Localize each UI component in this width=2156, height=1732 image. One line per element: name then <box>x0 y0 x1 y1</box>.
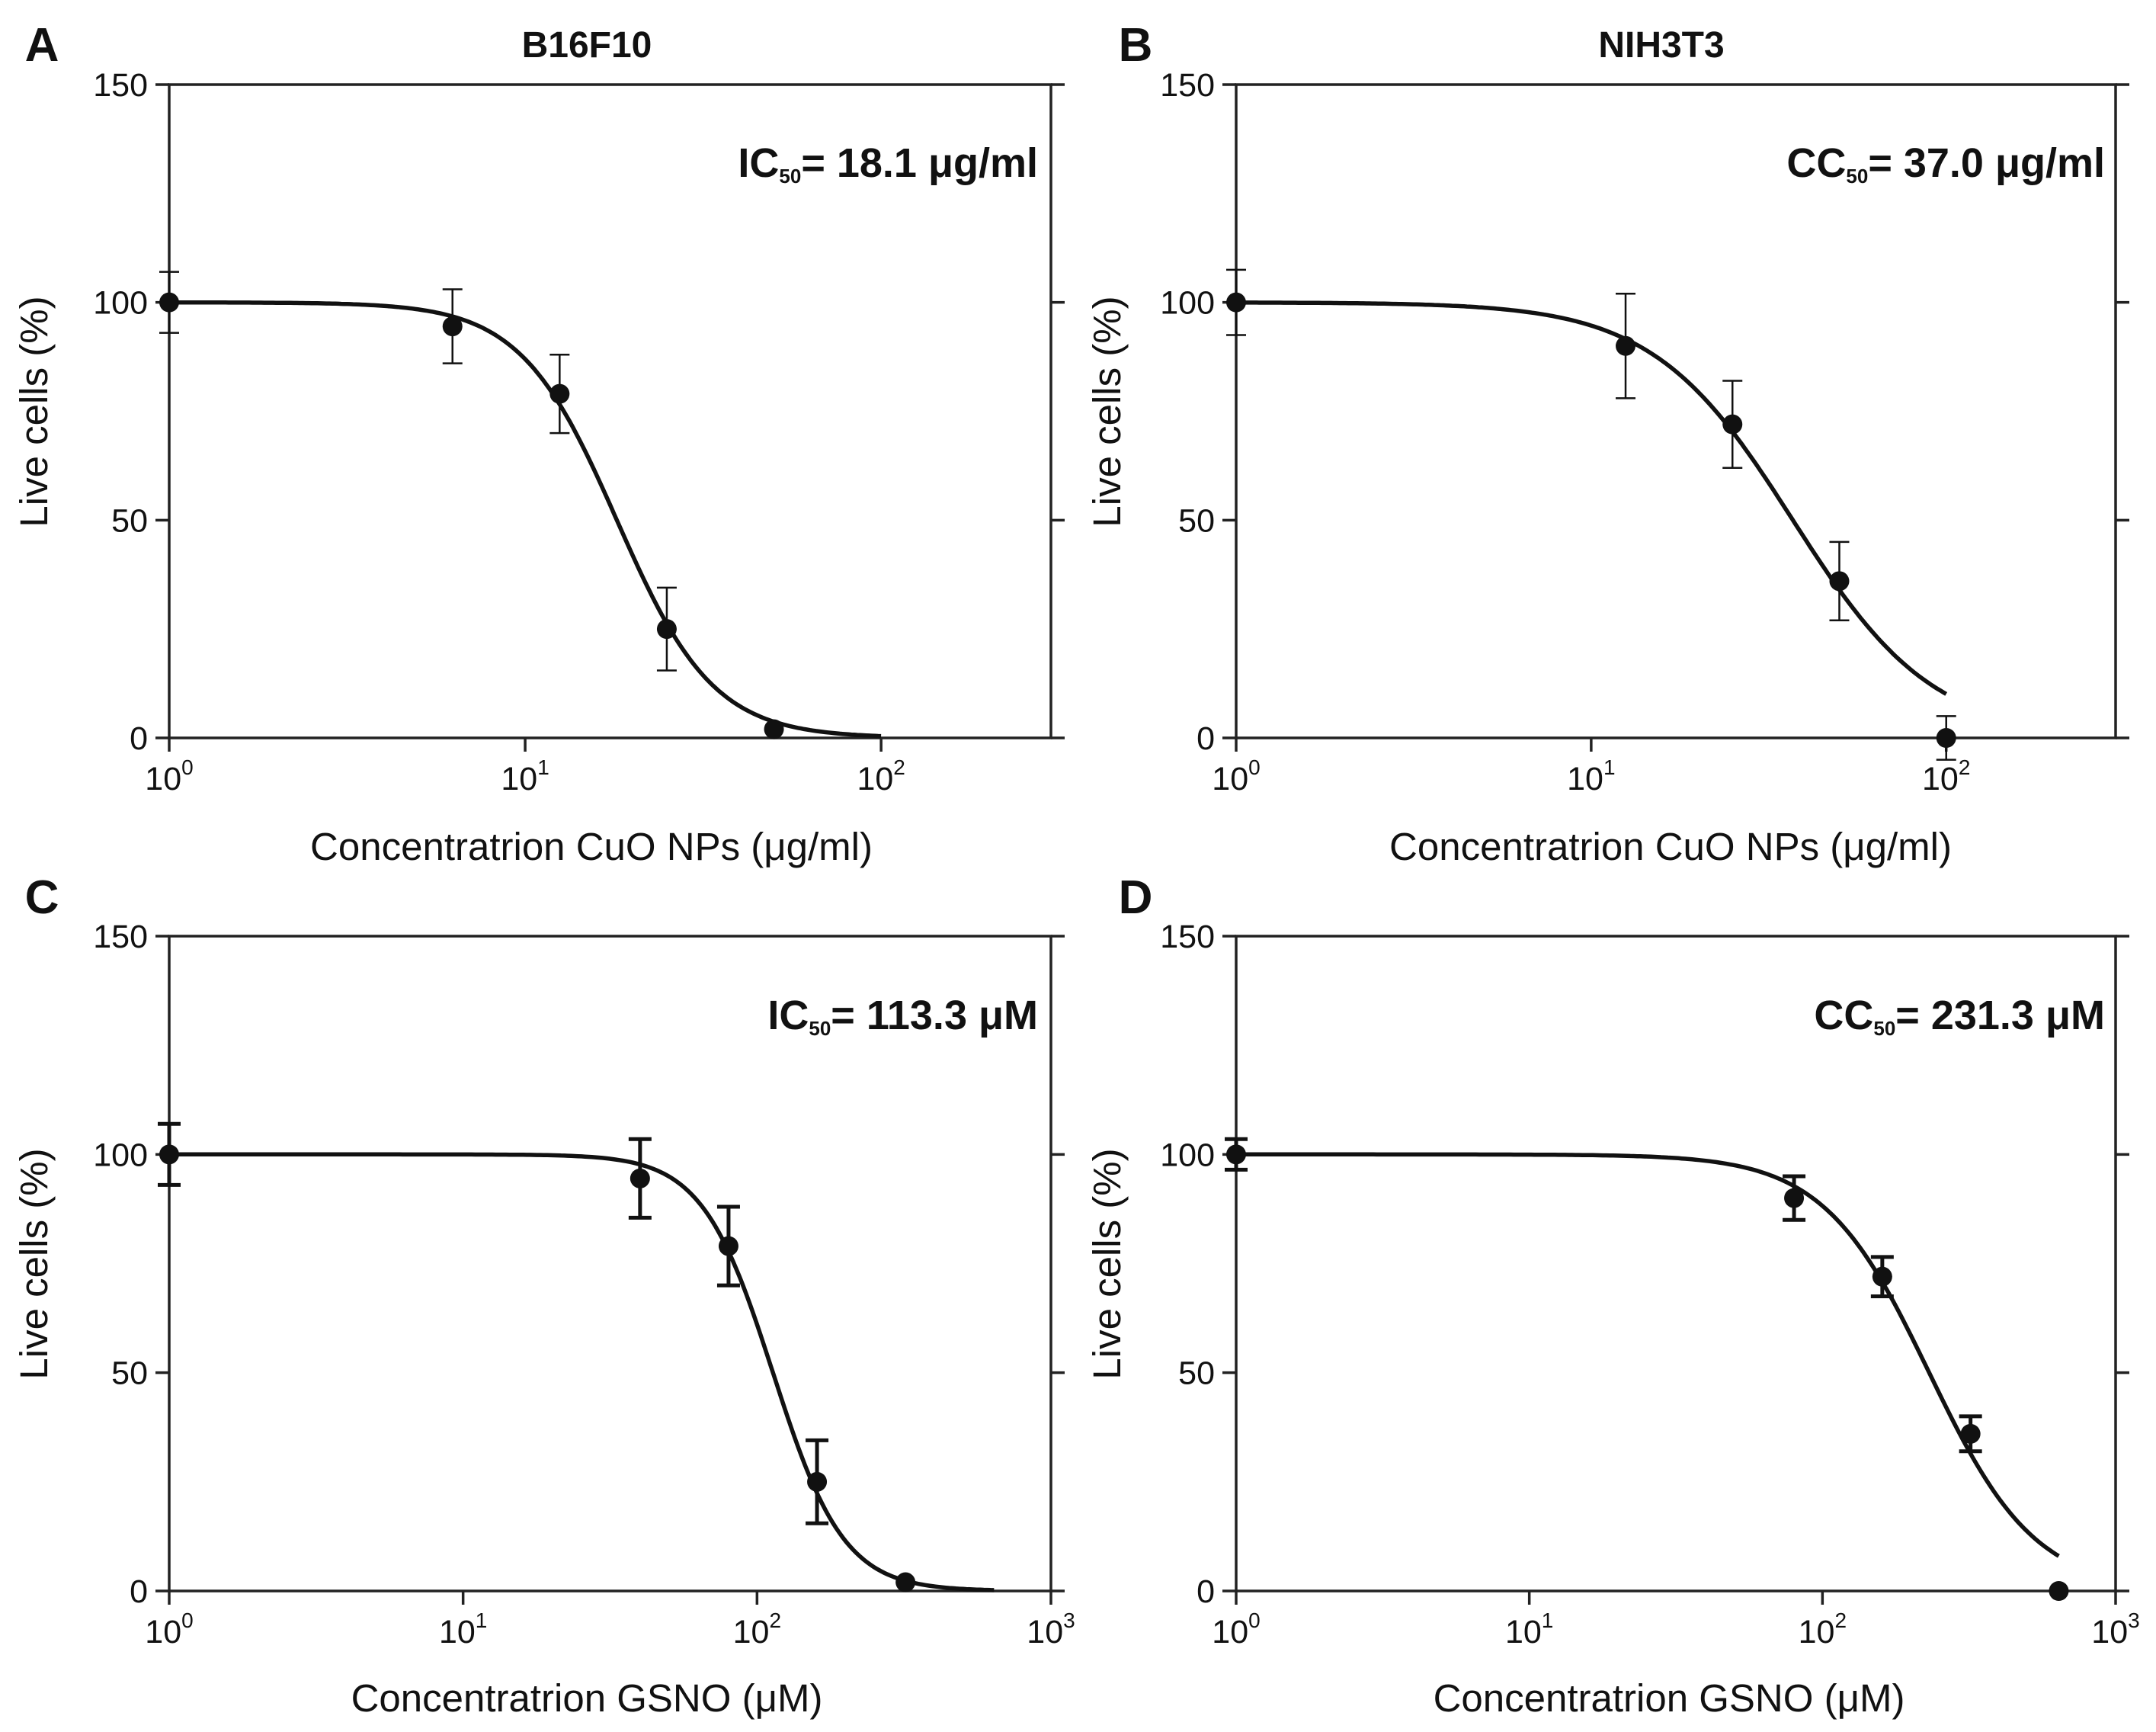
y-tick-label: 100 <box>1160 285 1215 322</box>
data-point <box>807 1471 828 1492</box>
data-point <box>1829 571 1850 592</box>
data-point <box>1616 335 1636 356</box>
x-tick-label: 101 <box>439 1609 487 1650</box>
y-tick-label: 150 <box>1160 919 1215 955</box>
y-tick-label: 0 <box>1197 1573 1215 1610</box>
panel-b-xlabel: Concentratrion CuO NPs (μg/ml) <box>1389 825 1952 868</box>
y-tick-label: 0 <box>130 1573 148 1610</box>
fit-curve <box>1236 1152 2060 1558</box>
x-tick-label: 103 <box>1027 1609 1075 1650</box>
x-tick-label: 103 <box>2091 1609 2139 1650</box>
panel-a-xlabel: Concentratrion CuO NPs (μg/ml) <box>310 825 873 868</box>
panel-letter-a: A <box>25 19 59 72</box>
panel-b-ylabel: Live cells (%) <box>1085 296 1129 527</box>
annotation-subscript: 50 <box>1873 1017 1895 1040</box>
annotation-value: = 231.3 μM <box>1895 993 2105 1038</box>
y-tick-label: 50 <box>1178 1355 1215 1392</box>
data-point <box>1226 1144 1246 1165</box>
panel-a-title: B16F10 <box>522 25 652 66</box>
panel-c-ylabel: Live cells (%) <box>12 1148 56 1379</box>
panel-c-annotation: IC50= 113.3 μM <box>767 993 1038 1040</box>
panel-letter-c: C <box>25 871 59 924</box>
panel-b-title: NIH3T3 <box>1598 25 1724 66</box>
data-point <box>159 292 179 313</box>
data-point <box>549 383 570 404</box>
panel-letter-b: B <box>1119 19 1153 72</box>
y-tick-label: 100 <box>93 1137 148 1173</box>
data-point <box>1960 1423 1981 1444</box>
annotation-prefix: CC <box>1814 993 1873 1038</box>
y-tick-label: 150 <box>93 919 148 955</box>
y-tick-label: 50 <box>1178 502 1215 539</box>
x-tick-label: 101 <box>1505 1609 1553 1650</box>
data-point <box>442 316 463 337</box>
y-tick-label: 100 <box>1160 1137 1215 1173</box>
data-point <box>2049 1581 2069 1601</box>
fit-curve <box>1236 300 1948 696</box>
x-tick-label: 101 <box>501 755 549 797</box>
annotation-prefix: IC <box>738 140 779 186</box>
annotation-prefix: IC <box>767 993 809 1038</box>
panel-a-ylabel: Live cells (%) <box>12 296 56 527</box>
data-point <box>764 719 784 739</box>
annotation-subscript: 50 <box>779 165 801 188</box>
panel-b-plot-area: 0 50 100 150 100 101 102 <box>1160 67 2129 797</box>
panel-d-ylabel: Live cells (%) <box>1085 1148 1129 1379</box>
x-tick-label: 100 <box>1212 755 1260 797</box>
data-point <box>1784 1188 1805 1208</box>
annotation-value: = 113.3 μM <box>831 993 1038 1038</box>
annotation-value: = 18.1 μg/ml <box>801 140 1038 186</box>
y-tick-label: 0 <box>130 720 148 757</box>
y-tick-label: 50 <box>111 502 148 539</box>
x-tick-label: 101 <box>1567 755 1615 797</box>
y-tick-label: 0 <box>1197 720 1215 757</box>
panel-a-plot-frame <box>168 83 1052 739</box>
fit-curve <box>169 300 882 739</box>
panel-d-xlabel: Concentratrion GSNO (μM) <box>1434 1676 1905 1720</box>
data-point <box>630 1168 650 1188</box>
y-tick-label: 50 <box>111 1355 148 1392</box>
x-tick-label: 100 <box>145 755 193 797</box>
x-tick-label: 102 <box>733 1609 781 1650</box>
x-tick-label: 102 <box>1922 755 1970 797</box>
y-tick-label: 150 <box>1160 67 1215 104</box>
panel-letter-d: D <box>1119 871 1153 924</box>
panel-b-plot-frame <box>1235 83 2117 739</box>
panel-a-annotation: IC50= 18.1 μg/ml <box>738 140 1038 188</box>
panel-b-annotation: CC50= 37.0 μg/ml <box>1786 140 2105 188</box>
x-tick-label: 102 <box>857 755 905 797</box>
data-point <box>159 1144 179 1165</box>
annotation-subscript: 50 <box>809 1017 831 1040</box>
annotation-prefix: CC <box>1786 140 1846 186</box>
panel-d-plot-area: 0 50 100 150 100 101 102 103 <box>1160 919 2139 1650</box>
annotation-subscript: 50 <box>1846 165 1868 188</box>
panel-c-plot-area: 0 50 100 150 100 101 102 103 <box>93 919 1075 1650</box>
data-point <box>656 619 677 640</box>
panel-d-plot-frame <box>1235 935 2117 1592</box>
x-tick-label: 102 <box>1799 1609 1847 1650</box>
annotation-value: = 37.0 μg/ml <box>1868 140 2105 186</box>
panel-c-plot-frame <box>168 935 1052 1592</box>
data-point <box>718 1236 738 1256</box>
y-tick-label: 150 <box>93 67 148 104</box>
data-point <box>1936 728 1956 748</box>
data-point <box>1872 1266 1892 1287</box>
x-tick-label: 100 <box>1212 1609 1260 1650</box>
y-tick-label: 100 <box>93 285 148 322</box>
fit-curve <box>169 1152 995 1592</box>
data-point <box>1722 414 1743 435</box>
x-tick-label: 100 <box>145 1609 193 1650</box>
panel-c-xlabel: Concentratrion GSNO (μM) <box>351 1676 823 1720</box>
panel-a-plot-area: 0 50 100 150 100 101 102 <box>93 67 1065 797</box>
data-point <box>895 1572 916 1592</box>
data-point <box>1226 292 1246 313</box>
panel-d-annotation: CC50= 231.3 μM <box>1814 993 2105 1040</box>
